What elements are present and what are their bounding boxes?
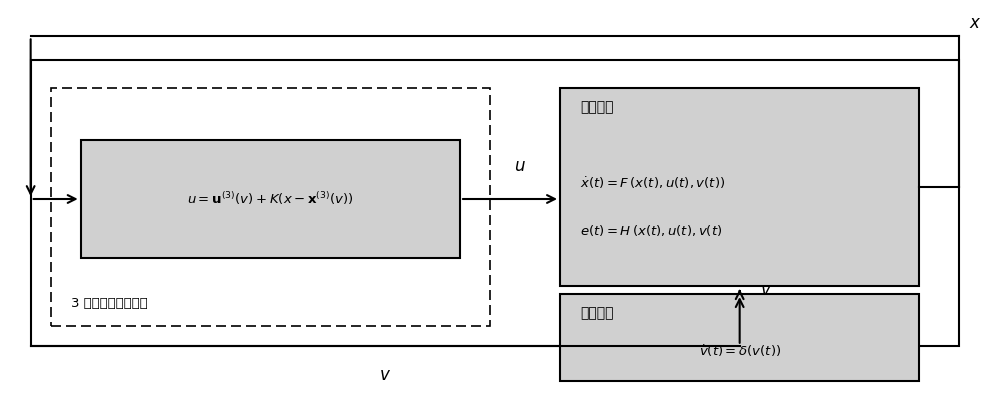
Text: $\dot{v}(t) = \delta(v(t))$: $\dot{v}(t) = \delta(v(t))$ bbox=[699, 343, 781, 359]
Text: $u$: $u$ bbox=[514, 157, 526, 175]
Bar bbox=[81, 140, 460, 258]
Text: $v$: $v$ bbox=[760, 281, 772, 299]
Text: $x$: $x$ bbox=[969, 14, 982, 32]
Text: $v$: $v$ bbox=[379, 366, 391, 384]
Text: 3 阶状态反馈控制器: 3 阶状态反馈控制器 bbox=[71, 297, 147, 310]
Text: $\dot{x}(t) = F\,(x(t), u(t), v(t))$: $\dot{x}(t) = F\,(x(t), u(t), v(t))$ bbox=[580, 175, 725, 191]
Text: $u = \mathbf{u}^{(3)}(v) + K(x - \mathbf{x}^{(3)}(v))$: $u = \mathbf{u}^{(3)}(v) + K(x - \mathbf… bbox=[187, 191, 354, 207]
Bar bbox=[51, 88, 490, 326]
Bar bbox=[560, 88, 919, 286]
Bar bbox=[560, 294, 919, 381]
Text: $e(t) = H\,(x(t), u(t), v(t)$: $e(t) = H\,(x(t), u(t), v(t)$ bbox=[580, 223, 722, 238]
Text: 板球系统: 板球系统 bbox=[580, 100, 613, 114]
Bar bbox=[31, 60, 959, 346]
Text: 外部系统: 外部系统 bbox=[580, 306, 613, 320]
